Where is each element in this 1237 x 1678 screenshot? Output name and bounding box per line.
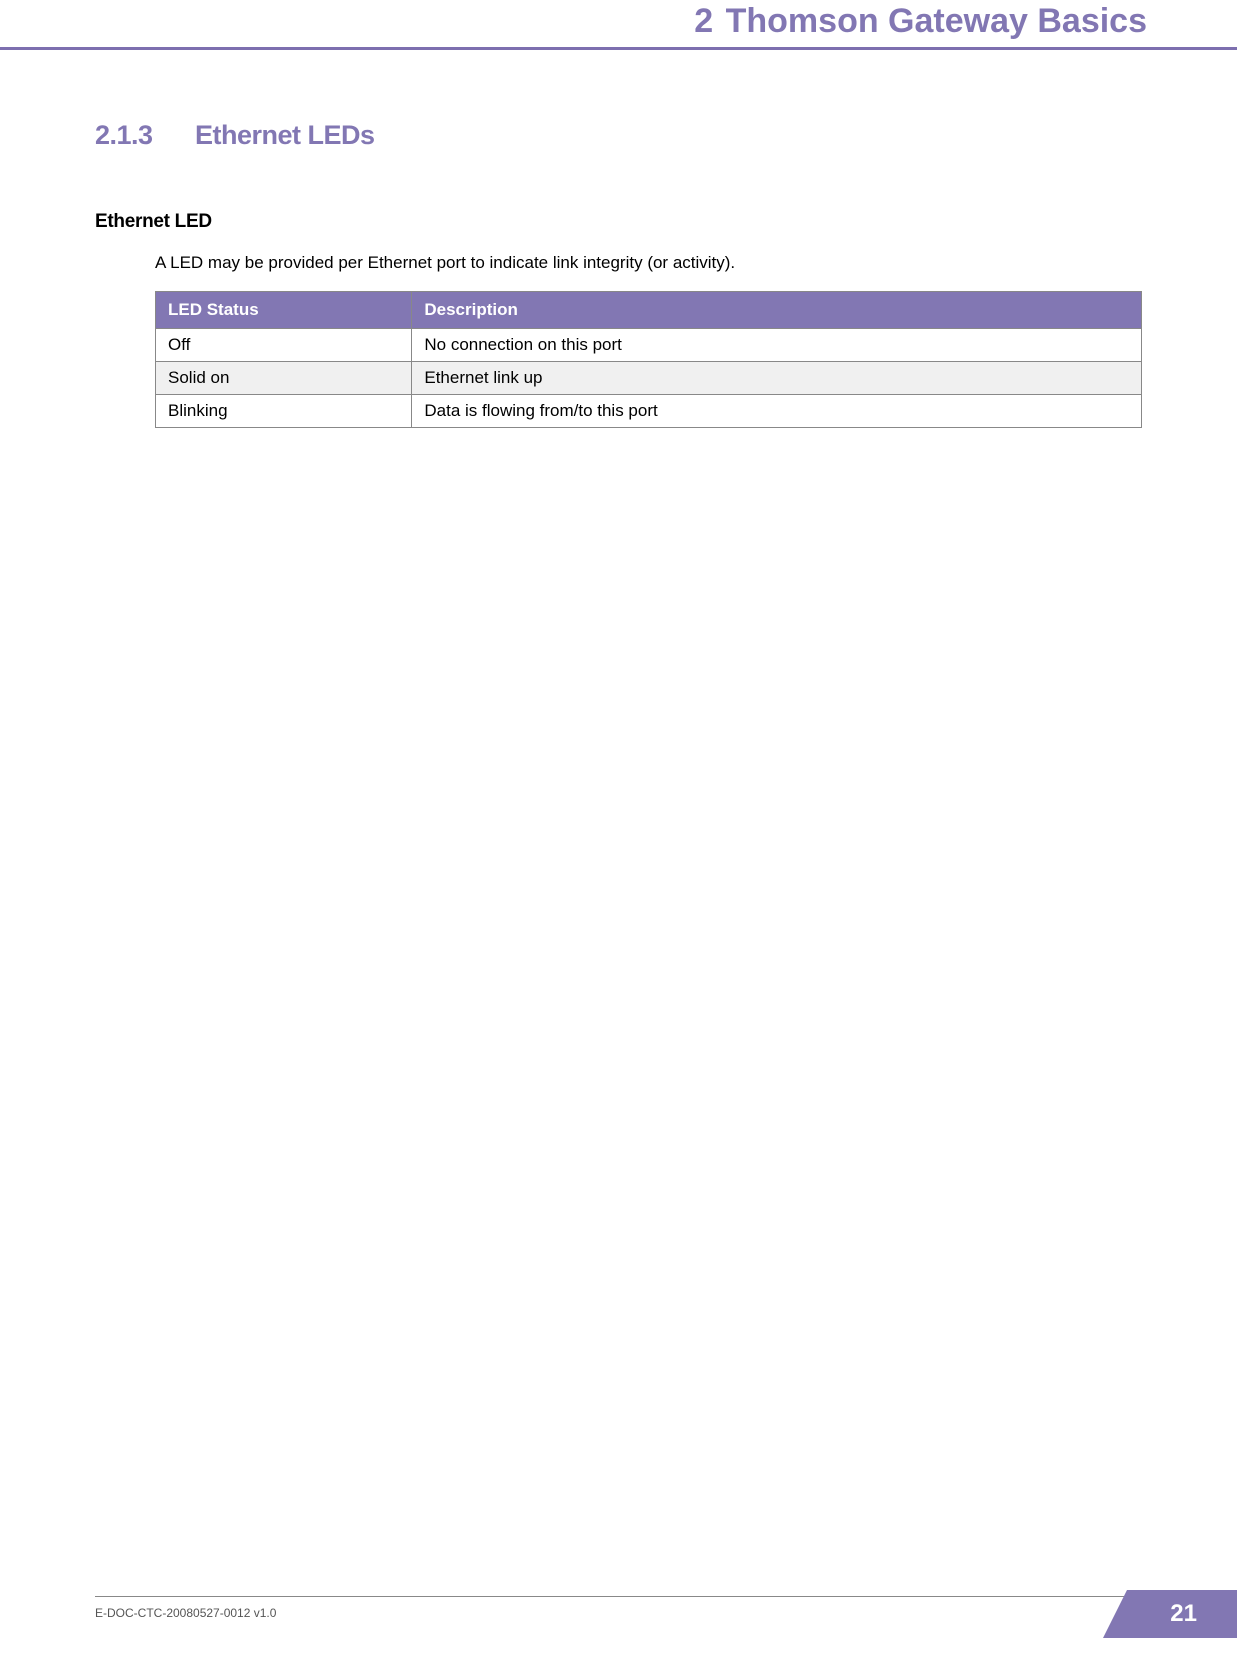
section-number: 2.1.3 [95,120,195,151]
page-content: 2.1.3Ethernet LEDs Ethernet LED A LED ma… [0,50,1237,428]
table-cell-status: Off [156,328,412,361]
page-number-tab: 21 [1127,1590,1237,1638]
chapter-number: 2 [694,2,713,40]
led-status-table: LED Status Description Off No connection… [155,291,1142,428]
table-cell-status: Blinking [156,394,412,427]
table-header-row: LED Status Description [156,291,1142,328]
table-header-description: Description [412,291,1142,328]
footer-rule [95,1596,1142,1597]
table-header-status: LED Status [156,291,412,328]
chapter-title: Thomson Gateway Basics [726,2,1147,40]
table-cell-description: No connection on this port [412,328,1142,361]
subsection-heading: Ethernet LED [95,211,1142,233]
subsection-body: A LED may be provided per Ethernet port … [155,251,1142,275]
table-row: Blinking Data is flowing from/to this po… [156,394,1142,427]
page-header: 2 Thomson Gateway Basics [0,0,1237,41]
table-row: Off No connection on this port [156,328,1142,361]
subsection: Ethernet LED A LED may be provided per E… [95,211,1142,428]
page-footer: E-DOC-CTC-20080527-0012 v1.0 21 [0,1596,1237,1638]
table-row: Solid on Ethernet link up [156,361,1142,394]
table-cell-status: Solid on [156,361,412,394]
section-title: Ethernet LEDs [195,120,375,150]
footer-doc-id: E-DOC-CTC-20080527-0012 v1.0 [95,1606,276,1620]
table-cell-description: Ethernet link up [412,361,1142,394]
table-cell-description: Data is flowing from/to this port [412,394,1142,427]
page-number: 21 [1170,1600,1197,1628]
section-heading: 2.1.3Ethernet LEDs [95,120,1142,151]
